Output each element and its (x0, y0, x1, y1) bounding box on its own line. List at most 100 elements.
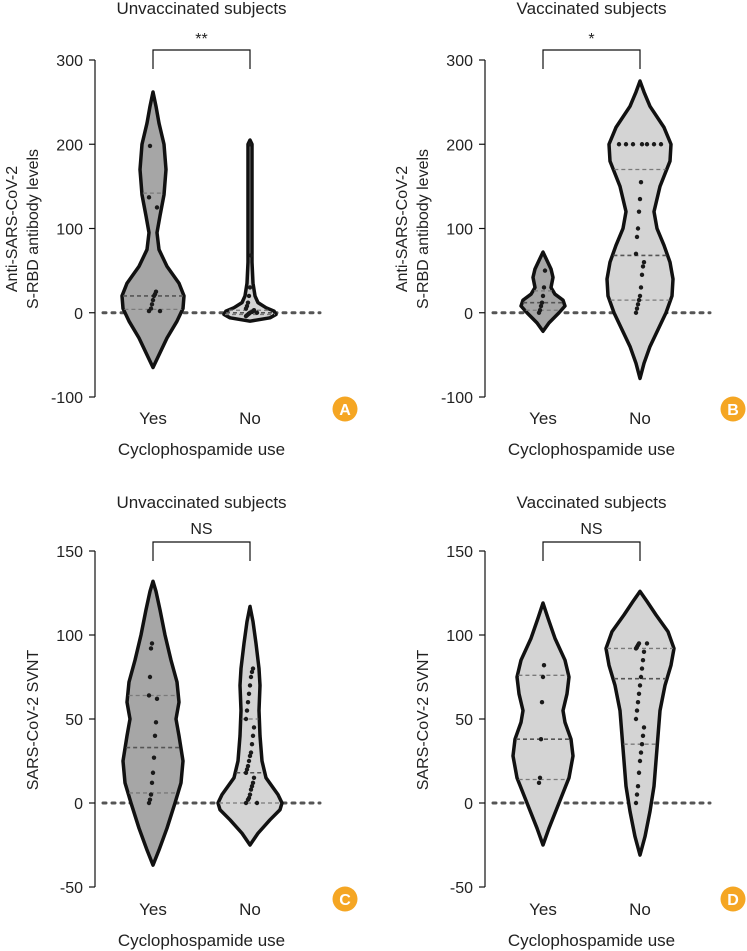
panel-c-significance-bracket (152, 541, 251, 561)
panel-b-violin-body (519, 250, 567, 334)
panel-b-data-point (658, 142, 664, 147)
panel-c-y-tick-label: 0 (74, 796, 83, 813)
panel-b-x-tick-label-no: No (629, 409, 651, 428)
panel-a-data-point (246, 293, 252, 299)
panel-d-data-point (537, 775, 543, 780)
panel-b-data-point (634, 234, 640, 240)
panel-c-x-label: Cyclophospamide use (118, 931, 285, 950)
panel-a-data-point (153, 289, 159, 294)
panel-b-badge-circle (720, 396, 746, 422)
panel-d-title: Vaccinated subjects (517, 493, 667, 512)
panel-a-y-tick-label: 200 (56, 137, 83, 154)
panel-a-data-point (248, 253, 254, 258)
panel-c-data-point (249, 669, 255, 675)
panel-c-data-point (254, 800, 260, 806)
panel-a-data-point (148, 306, 154, 311)
panel-b-badge: B (720, 396, 746, 422)
panel-d-data-point (638, 674, 644, 680)
panel-c-data-point (154, 696, 160, 702)
panel-d-data-point (634, 792, 640, 797)
panel-d-significance-label: NS (580, 521, 602, 538)
panel-c-y-label: SARS-CoV-2 SVNT (25, 650, 42, 791)
panel-b-data-point (639, 142, 645, 147)
panel-b-data-point (644, 142, 650, 147)
panel-a-y-label: Anti-SARS-CoV-2 (4, 166, 21, 292)
panel-b-data-point (636, 297, 642, 303)
panel-d-data-point (637, 758, 643, 764)
panel-d-data-point (538, 736, 544, 742)
panel-d-badge-letter: D (727, 892, 739, 909)
panel-d-data-point (633, 716, 639, 722)
panel-a-data-point (247, 142, 253, 147)
panel-d-data-point (635, 700, 641, 705)
panel-a-violin-no (222, 138, 278, 323)
panel-d-x-tick-label-yes: Yes (529, 900, 557, 919)
panel-d-violin-yes (511, 601, 575, 847)
panel-d-violin-no (604, 589, 676, 857)
panel-c-badge-letter: C (339, 892, 351, 909)
panel-d-x-tick-label-no: No (629, 900, 651, 919)
panel-d-data-point (637, 683, 643, 688)
panel-a-badge-letter: A (339, 402, 351, 419)
panel-c-violin-body (121, 579, 185, 867)
panel-c-data-point (148, 792, 154, 797)
panel-b-data-point (541, 285, 547, 290)
panel-c-data-point (244, 767, 250, 772)
panel-b-data-point (636, 209, 642, 214)
panel-c-data-point (246, 691, 252, 696)
panel-c-y-tick-label: 150 (56, 544, 83, 561)
panel-b-data-point (542, 268, 548, 273)
panel-c-data-point (243, 716, 249, 722)
panel-d-badge-circle (720, 886, 746, 912)
panel-b-data-point (616, 142, 622, 147)
panel-d-violin-body (511, 601, 575, 847)
panel-b-data-point (633, 251, 639, 256)
panel-d: Vaccinated subjects -50 0 50 100 150 SARS-CoV-… (415, 493, 746, 950)
panel-c-badge-circle (332, 886, 358, 912)
panel-a-title: Unvaccinated subjects (116, 0, 286, 18)
panel-b-data-point (637, 293, 643, 299)
panel-c-data-point (245, 700, 251, 705)
panel-a-significance-bracket (152, 49, 251, 69)
panel-b-data-point (630, 142, 636, 147)
panel-b-data-point (641, 260, 647, 265)
panel-b-y-tick-label: 200 (446, 137, 473, 154)
panel-b-x-label: Cyclophospamide use (508, 440, 675, 459)
panel-c-violin-yes (121, 579, 185, 867)
panel-c-data-point (152, 733, 158, 738)
panel-b-y-tick-label: 0 (464, 306, 473, 323)
panel-d-y-tick-label: 0 (464, 796, 473, 813)
panel-b-data-point (637, 196, 643, 202)
panel-d-data-point (639, 666, 645, 671)
panel-d-data-point (540, 674, 546, 680)
panel-c-data-point (149, 780, 155, 786)
panel-d-y-label: SARS-CoV-2 SVNT (415, 650, 432, 791)
panel-a-y-tick-label: 300 (56, 53, 83, 70)
panel-d-data-point (639, 742, 645, 747)
panel-d-data-point (539, 700, 545, 705)
panel-a-data-point (251, 308, 257, 313)
panel-b-badge-letter: B (727, 402, 739, 419)
panel-b-significance-label: * (588, 31, 594, 48)
panel-d-data-point (641, 649, 647, 654)
panel-b-data-point (633, 310, 639, 315)
panel-a-data-point (154, 205, 160, 210)
panel-a-data-point (146, 195, 152, 200)
panel-a-data-point (147, 143, 153, 149)
panel-a-y-tick-label: -100 (51, 390, 83, 407)
panel-c-data-point (243, 800, 249, 806)
panel-c-data-point (250, 733, 256, 738)
panel-c-data-point (149, 641, 155, 646)
panel-c-data-point (247, 792, 253, 797)
panel-b-data-point (635, 302, 641, 307)
panel-c-data-point (245, 763, 251, 769)
panel-c-data-point (247, 683, 253, 688)
panel-c-data-point (248, 787, 254, 792)
panel-c: Unvaccinated subjects -50 0 50 100 150 SARS-Co… (25, 493, 358, 950)
panel-d-x-label: Cyclophospamide use (508, 931, 675, 950)
panel-c-data-point (153, 720, 159, 725)
panel-b-violin-body (605, 79, 675, 381)
panel-c-data-point (244, 708, 250, 713)
panel-c-data-point (146, 800, 152, 806)
panel-a: Unvaccinated subjects -100 0 100 200 300 Anti-… (4, 0, 358, 459)
